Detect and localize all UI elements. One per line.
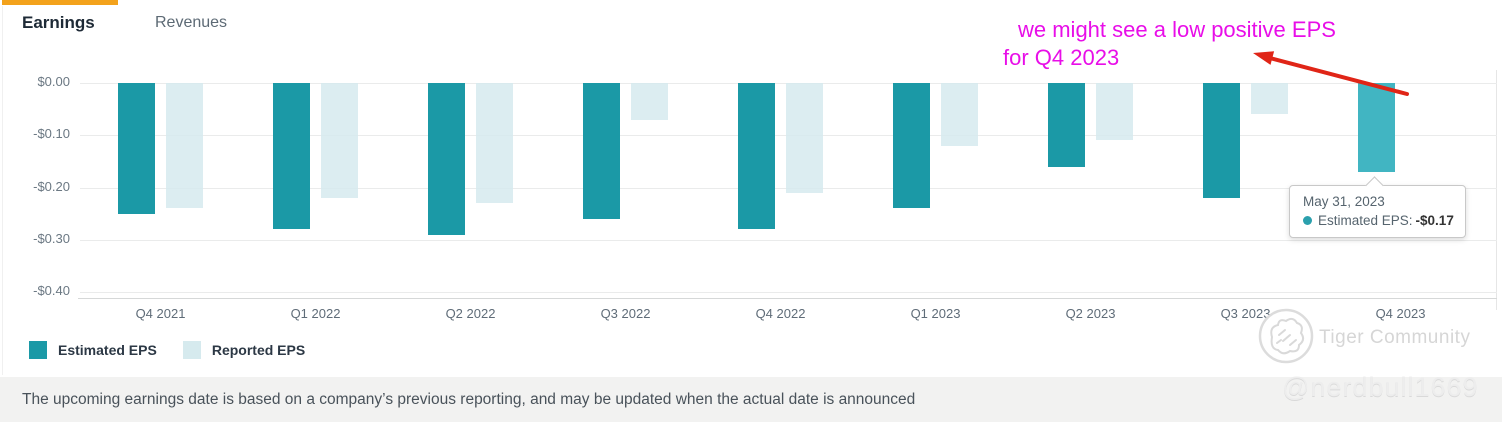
panel-right-border xyxy=(1496,70,1497,310)
tab-earnings-label: Earnings xyxy=(22,13,95,32)
tooltip-series-row: Estimated EPS: -$0.17 xyxy=(1303,213,1465,228)
legend-estimated-eps-label: Estimated EPS xyxy=(58,342,157,358)
bar-estimated-q4-2023[interactable] xyxy=(1358,83,1395,172)
tooltip-caret-icon xyxy=(1365,176,1384,195)
bar-reported-q3-2022[interactable] xyxy=(631,83,668,120)
gridline--$0.30 xyxy=(80,240,1497,241)
reported-eps-swatch-icon xyxy=(182,341,201,359)
tab-earnings[interactable]: Earnings xyxy=(22,13,95,33)
bar-estimated-q2-2022[interactable] xyxy=(428,83,465,235)
bar-estimated-q3-2023[interactable] xyxy=(1203,83,1240,198)
x-axis-label-q2-2022: Q2 2022 xyxy=(445,306,496,321)
tooltip-date: May 31, 2023 xyxy=(1303,194,1385,209)
x-axis-label-q1-2022: Q1 2022 xyxy=(290,306,341,321)
tab-revenues-label: Revenues xyxy=(155,14,228,31)
annotation-line1: we might see a low positive EPS xyxy=(1018,17,1336,42)
x-axis-label-q3-2023: Q3 2023 xyxy=(1220,306,1271,321)
watermark-brand: Tiger Community xyxy=(1319,327,1471,348)
active-tab-indicator xyxy=(2,0,118,5)
x-axis-label-q1-2023: Q1 2023 xyxy=(910,306,961,321)
bar-estimated-q4-2022[interactable] xyxy=(738,83,775,229)
disclaimer-bar: The upcoming earnings date is based on a… xyxy=(0,377,1502,422)
chart-tooltip: May 31, 2023 Estimated EPS: -$0.17 xyxy=(1289,176,1466,238)
x-axis-label-q3-2022: Q3 2022 xyxy=(600,306,651,321)
series-dot-icon xyxy=(1303,216,1312,225)
gridline--$0.40 xyxy=(80,292,1497,293)
tooltip-value: -$0.17 xyxy=(1415,213,1454,228)
y-axis-tick-label: -$0.30 xyxy=(33,231,70,246)
tab-revenues[interactable]: Revenues xyxy=(155,14,227,32)
x-axis-line xyxy=(78,298,1497,299)
panel-left-border xyxy=(2,6,3,375)
x-axis-label-q2-2023: Q2 2023 xyxy=(1065,306,1116,321)
bar-estimated-q2-2023[interactable] xyxy=(1048,83,1085,167)
annotation-line2: for Q4 2023 xyxy=(1003,45,1120,70)
estimated-eps-swatch-icon xyxy=(29,341,47,359)
bar-estimated-q1-2022[interactable] xyxy=(273,83,310,229)
disclaimer-text: The upcoming earnings date is based on a… xyxy=(22,390,916,408)
bar-reported-q3-2023[interactable] xyxy=(1251,83,1288,114)
bar-reported-q2-2023[interactable] xyxy=(1096,83,1133,140)
y-axis-tick-label: -$0.40 xyxy=(33,283,70,298)
bar-estimated-q4-2021[interactable] xyxy=(118,83,155,214)
legend-reported-eps[interactable]: Reported EPS xyxy=(182,341,306,359)
bar-estimated-q3-2022[interactable] xyxy=(583,83,620,219)
bar-reported-q4-2021[interactable] xyxy=(166,83,203,208)
bar-reported-q2-2022[interactable] xyxy=(476,83,513,203)
x-axis-label-q4-2022: Q4 2022 xyxy=(755,306,806,321)
watermark-handle: @nerdbull1669 xyxy=(1282,372,1479,402)
bar-reported-q1-2023[interactable] xyxy=(941,83,978,146)
legend-estimated-eps[interactable]: Estimated EPS xyxy=(29,341,157,359)
tooltip-series-label: Estimated EPS: xyxy=(1318,213,1413,228)
y-axis-tick-label: $0.00 xyxy=(37,74,70,89)
tiger-logo-icon xyxy=(1258,308,1314,364)
annotation-note: we might see a low positive EPS for Q4 2… xyxy=(1003,16,1336,72)
bar-reported-q1-2022[interactable] xyxy=(321,83,358,198)
annotation-arrow-icon xyxy=(1253,51,1409,96)
chart-legend: Estimated EPS Reported EPS xyxy=(29,341,305,359)
y-axis-tick-label: -$0.10 xyxy=(33,126,70,141)
x-axis-label-q4-2023: Q4 2023 xyxy=(1375,306,1426,321)
bar-estimated-q1-2023[interactable] xyxy=(893,83,930,208)
x-axis-label-q4-2021: Q4 2021 xyxy=(135,306,186,321)
bar-reported-q4-2022[interactable] xyxy=(786,83,823,193)
y-axis-tick-label: -$0.20 xyxy=(33,179,70,194)
legend-reported-eps-label: Reported EPS xyxy=(211,342,306,358)
